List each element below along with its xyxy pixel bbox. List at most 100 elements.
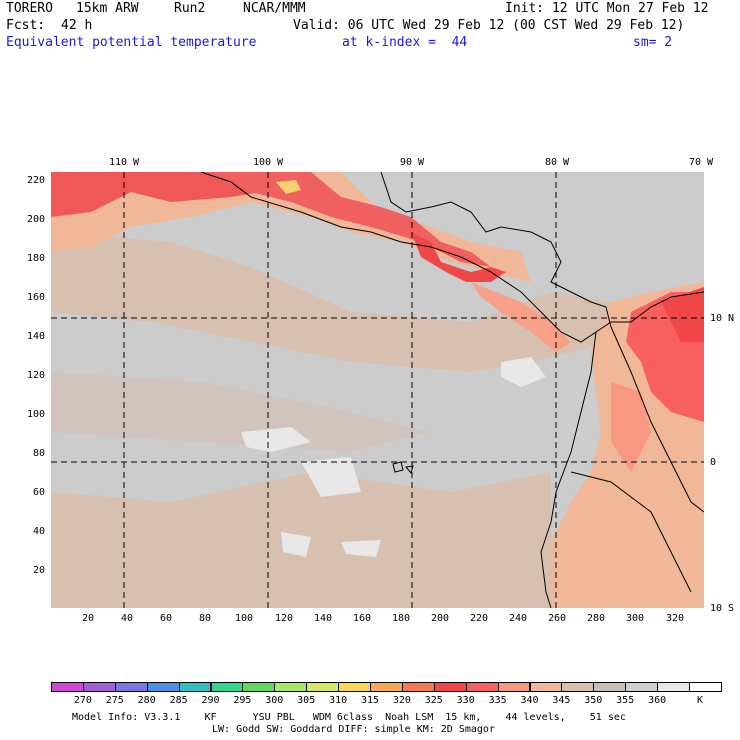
x-tick: 180 — [391, 613, 411, 624]
lat-label-10n: 10 N — [710, 313, 735, 324]
run-name: Run2 — [174, 1, 206, 16]
colorbar-label: 285 — [169, 695, 188, 706]
colorbar-swatch — [242, 682, 276, 692]
x-tick: 100 — [234, 613, 254, 624]
galapagos-islands — [392, 461, 414, 475]
colorbar-unit: K — [697, 695, 704, 706]
colorbar-swatch — [593, 682, 627, 692]
colorbar-swatch — [561, 682, 595, 692]
colorbar-swatch — [625, 682, 659, 692]
colorbar-swatch — [465, 682, 499, 692]
y-tick: 80 — [32, 448, 45, 459]
colorbar-swatch — [689, 682, 722, 692]
country-border — [570, 471, 692, 593]
forecast-hours: 42 h — [61, 18, 93, 33]
tan-band-north — [51, 232, 611, 372]
cool-patch — [301, 457, 361, 497]
field-name: Equivalent potential temperature — [6, 35, 257, 50]
y-tick: 120 — [26, 370, 45, 381]
x-tick: 260 — [547, 613, 567, 624]
x-tick: 40 — [120, 613, 134, 624]
colorbar-swatch — [51, 682, 84, 692]
cool-patch — [241, 427, 311, 452]
colorbar-label: 270 — [73, 695, 92, 706]
colorbar-swatch — [306, 682, 340, 692]
colorbar-swatch — [146, 682, 180, 692]
y-tick: 160 — [26, 292, 45, 303]
model-physics: LW: Godd SW: Goddard DIFF: simple KM: 2D… — [212, 724, 495, 735]
tan-band-mid — [51, 372, 431, 452]
x-tick: 320 — [665, 613, 685, 624]
x-tick: 140 — [313, 613, 333, 624]
colorbar-label: 335 — [488, 695, 507, 706]
y-tick: 200 — [26, 214, 45, 225]
colorbar-swatch — [401, 682, 435, 692]
x-tick: 240 — [508, 613, 528, 624]
y-tick: 100 — [26, 409, 45, 420]
valid-time: Valid: 06 UTC Wed 29 Feb 12 (00 CST Wed … — [293, 18, 685, 33]
colorbar-label: 290 — [201, 695, 220, 706]
colorbar-swatch — [274, 682, 308, 692]
colorbar-label: 300 — [265, 695, 284, 706]
y-tick: 40 — [32, 526, 45, 537]
hot-region-venezuela — [661, 287, 704, 342]
colorbar-label: 330 — [456, 695, 475, 706]
model-resolution: 15km ARW — [76, 1, 139, 16]
y-tick: 180 — [26, 253, 45, 264]
coastline — [380, 172, 612, 328]
x-tick: 300 — [625, 613, 645, 624]
x-tick: 80 — [198, 613, 212, 624]
colorbar-swatch — [370, 682, 403, 692]
colorbar-label: 360 — [648, 695, 667, 706]
colorbar-label: 320 — [392, 695, 411, 706]
hot-region-mexico-south — [201, 172, 491, 267]
hot-region-mexico-north — [51, 172, 261, 217]
model-name: TORERO — [6, 1, 53, 16]
colorbar-label: 315 — [360, 695, 380, 706]
model-info: Model Info: V3.3.1 KF YSU PBL WDM 6class… — [72, 712, 626, 723]
lon-label-70w: 70 W — [688, 157, 714, 168]
x-tick: 20 — [81, 613, 95, 624]
lat-lon-grid — [51, 172, 704, 608]
cool-patch — [501, 357, 546, 387]
organization: NCAR/MMM — [243, 1, 306, 16]
colorbar-label: 355 — [616, 695, 635, 706]
y-tick: 220 — [26, 175, 45, 186]
forecast-label: Fcst: — [6, 18, 46, 33]
colorbar-label: 295 — [233, 695, 252, 706]
hot-region-andes — [611, 382, 651, 472]
colorbar-label: 350 — [584, 695, 603, 706]
x-tick: 120 — [274, 613, 294, 624]
lon-label-100w: 100 W — [252, 157, 284, 168]
colorbar-label: 340 — [520, 695, 539, 706]
smoothing-info: sm= 2 — [633, 35, 673, 50]
country-border — [610, 326, 704, 513]
colorbar-label: 345 — [552, 695, 571, 706]
colorbar-label: 305 — [297, 695, 316, 706]
colorbar-swatch — [210, 682, 244, 692]
lon-label-90w: 90 W — [399, 157, 425, 168]
colorbar-label: 325 — [424, 695, 443, 706]
y-tick: 20 — [32, 565, 45, 576]
lon-label-110w: 110 W — [108, 157, 140, 168]
level-info: at k-index = 44 — [342, 35, 468, 50]
colorbar-swatch — [178, 682, 212, 692]
hot-region-guatemala — [411, 232, 506, 282]
y-tick: 140 — [26, 331, 45, 342]
colorbar-label: 275 — [105, 695, 124, 706]
colorbar-label: 280 — [137, 695, 156, 706]
colorbar-swatch — [497, 682, 531, 692]
lat-label-10s: 10 S — [710, 603, 735, 614]
x-tick: 60 — [159, 613, 173, 624]
lon-label-80w: 80 W — [544, 157, 570, 168]
colorbar-swatch — [657, 682, 690, 692]
y-tick: 60 — [32, 487, 45, 498]
init-time: Init: 12 UTC Mon 27 Feb 12 — [505, 1, 709, 16]
colorbar-swatch — [433, 682, 467, 692]
colorbar-swatch — [338, 682, 371, 692]
theta-e-map — [51, 172, 704, 608]
cool-patch — [341, 540, 381, 557]
coastline — [200, 172, 704, 343]
colorbar-label: 310 — [329, 695, 348, 706]
x-tick: 280 — [586, 613, 606, 624]
